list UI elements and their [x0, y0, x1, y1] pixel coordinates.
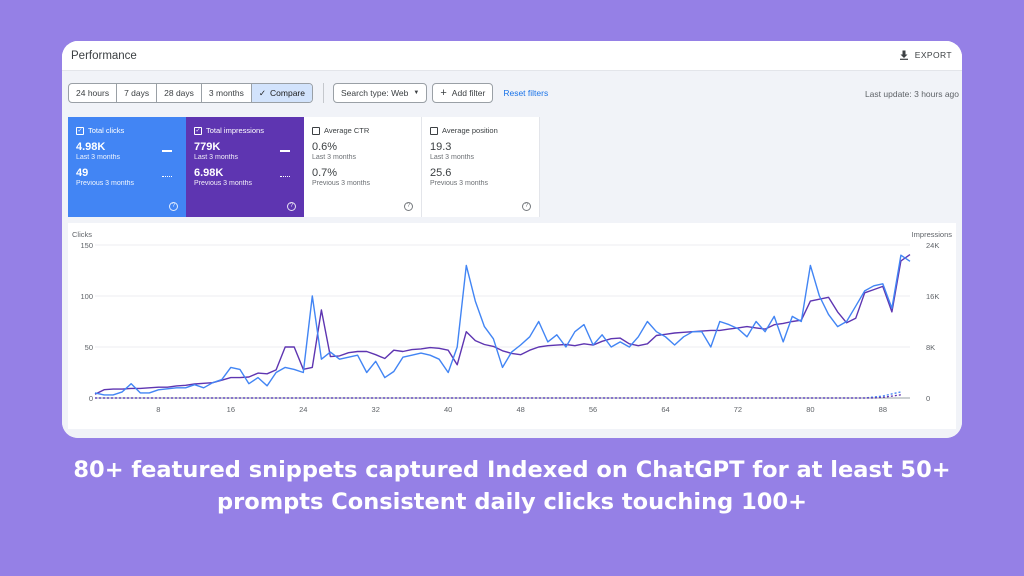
dashed-line-legend	[280, 176, 290, 178]
series-line-clicks	[94, 254, 911, 396]
export-label: EXPORT	[914, 50, 952, 60]
series-line-clicks-previous	[95, 391, 902, 399]
range-7-days[interactable]: 7 days	[117, 84, 158, 102]
filter-bar: 24 hours 7 days 28 days 3 months ✓ Compar…	[68, 83, 548, 103]
add-filter-button[interactable]: + Add filter	[432, 83, 494, 103]
metric-period-previous: Previous 3 months	[76, 180, 134, 187]
caption-text: 80+ featured snippets captured Indexed o…	[73, 457, 951, 515]
range-3-months[interactable]: 3 months	[202, 84, 252, 102]
metric-period-previous: Previous 3 months	[430, 180, 488, 187]
range-compare-label: Compare	[270, 88, 305, 98]
metric-average-ctr[interactable]: Average CTR 0.6% Last 3 months 0.7% Prev…	[304, 117, 422, 217]
plus-icon: +	[440, 86, 447, 99]
metric-period-previous: Previous 3 months	[194, 180, 252, 187]
metric-label: Total impressions	[206, 126, 264, 135]
metric-label: Average position	[442, 126, 498, 135]
reset-filters-link[interactable]: Reset filters	[503, 88, 549, 98]
performance-chart: Clicks Impressions 150 24K 100 16K 50 8K 0 0 8 16 24…	[68, 223, 956, 429]
help-icon[interactable]: ?	[522, 202, 531, 211]
metric-value: 0.6%	[312, 141, 338, 153]
range-28-days[interactable]: 28 days	[157, 84, 202, 102]
help-icon[interactable]: ?	[169, 202, 178, 211]
x-tick-label: 8	[156, 405, 160, 414]
right-axis-title: Impressions	[912, 230, 953, 239]
y-right-tick-label: 24K	[926, 241, 939, 250]
search-type-label: Search type: Web	[340, 88, 409, 98]
x-tick-label: 80	[806, 405, 814, 414]
metric-period: Last 3 months	[312, 154, 356, 161]
last-update: Last update: 3 hours ago	[864, 89, 959, 99]
y-left-tick-label: 150	[80, 241, 93, 250]
performance-panel: Performance EXPORT 24 hours 7 days 28 da…	[62, 41, 962, 438]
metric-value: 779K	[194, 141, 221, 153]
download-icon	[899, 50, 908, 60]
x-tick-label: 48	[516, 405, 524, 414]
metric-value: 4.98K	[76, 141, 106, 153]
x-tick-label: 56	[589, 405, 597, 414]
series-line-impressions	[94, 254, 911, 395]
metric-period: Last 3 months	[194, 154, 238, 161]
y-left-tick-label: 50	[85, 343, 93, 352]
help-icon[interactable]: ?	[404, 202, 413, 211]
x-tick-label: 32	[372, 405, 380, 414]
x-tick-label: 16	[227, 405, 235, 414]
search-type-dropdown[interactable]: Search type: Web ▼	[332, 83, 428, 103]
metric-value-previous: 0.7%	[312, 167, 338, 179]
metric-value-previous: 6.98K	[194, 167, 224, 179]
metric-total-impressions[interactable]: ✓ Total impressions 779K Last 3 months 6.…	[186, 117, 304, 217]
x-tick-label: 24	[299, 405, 307, 414]
checkbox-unchecked-icon[interactable]	[430, 126, 438, 135]
x-tick-label: 72	[734, 405, 742, 414]
metric-value-previous: 25.6	[430, 167, 452, 179]
date-range-selector: 24 hours 7 days 28 days 3 months ✓ Compar…	[68, 83, 313, 103]
checkbox-checked-icon[interactable]: ✓	[76, 126, 84, 135]
check-icon: ✓	[258, 88, 267, 98]
metric-total-clicks[interactable]: ✓ Total clicks 4.98K Last 3 months 49 Pre…	[68, 117, 186, 217]
y-left-tick-label: 0	[89, 394, 93, 403]
y-left-tick-label: 100	[80, 292, 93, 301]
performance-card: Performance EXPORT 24 hours 7 days 28 da…	[62, 41, 962, 438]
range-24-hours[interactable]: 24 hours	[69, 84, 118, 102]
range-compare[interactable]: ✓ Compare	[251, 84, 312, 102]
page-title: Performance	[71, 50, 137, 62]
metric-period: Last 3 months	[430, 154, 474, 161]
metric-value: 19.3	[430, 141, 452, 153]
filter-divider	[322, 83, 324, 103]
x-tick-label: 64	[661, 405, 669, 414]
metric-period-previous: Previous 3 months	[312, 180, 370, 187]
add-filter-label: Add filter	[451, 88, 486, 98]
export-button[interactable]: EXPORT	[899, 50, 952, 60]
metric-average-position[interactable]: Average position 19.3 Last 3 months 25.6…	[422, 117, 540, 217]
y-right-tick-label: 8K	[926, 343, 935, 352]
x-tick-label: 88	[879, 405, 887, 414]
y-right-tick-label: 16K	[926, 292, 939, 301]
top-bar: Performance EXPORT	[62, 41, 962, 71]
dashed-line-legend	[162, 176, 172, 178]
metric-label: Average CTR	[324, 126, 370, 135]
checkbox-unchecked-icon[interactable]	[312, 126, 320, 135]
dropdown-arrow-icon: ▼	[413, 90, 420, 96]
help-icon[interactable]: ?	[287, 202, 296, 211]
x-tick-label: 40	[444, 405, 452, 414]
chart-canvas: Clicks Impressions 150 24K 100 16K 50 8K 0 0 8 16 24…	[72, 230, 953, 414]
checkbox-checked-icon[interactable]: ✓	[194, 126, 202, 135]
metric-period: Last 3 months	[76, 154, 120, 161]
metric-cards: ✓ Total clicks 4.98K Last 3 months 49 Pre…	[68, 117, 540, 217]
metric-value-previous: 49	[76, 167, 89, 179]
y-right-tick-label: 0	[926, 394, 930, 403]
solid-line-legend	[280, 150, 290, 152]
solid-line-legend	[162, 150, 172, 152]
metric-label: Total clicks	[88, 126, 125, 135]
left-axis-title: Clicks	[72, 230, 92, 239]
